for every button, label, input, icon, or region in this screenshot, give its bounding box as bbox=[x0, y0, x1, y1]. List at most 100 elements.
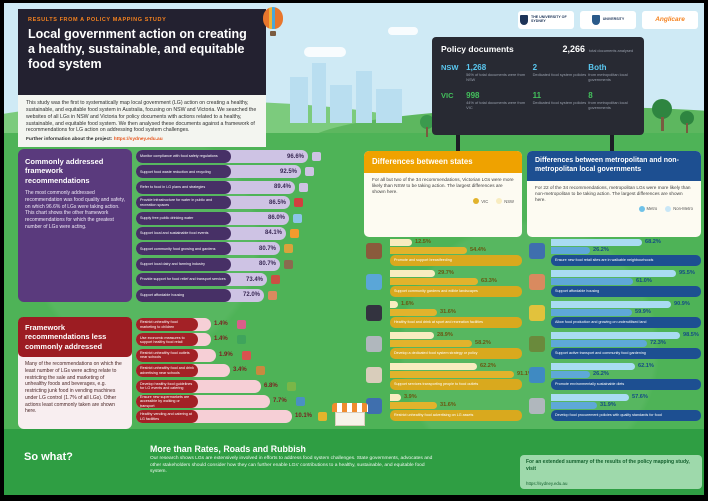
bar-value: 86.5% bbox=[268, 199, 286, 206]
bar-row: 84.1% Support local and sustainable food … bbox=[136, 226, 338, 240]
infographic-canvas: RESULTS FROM A POLICY MAPPING STUDY Loca… bbox=[4, 3, 704, 495]
dedicated-count: 11 bbox=[532, 91, 542, 101]
bar-row: 86.5% Provide infrastructure for water in… bbox=[136, 196, 338, 210]
pair-group: 62.1% 26.2% Promote environmentally sustai… bbox=[527, 363, 701, 391]
pineapple-icon bbox=[284, 244, 293, 254]
bar-label: Provide infrastructure for water in publ… bbox=[136, 196, 231, 210]
extended-summary-text: For an extended summary of the results o… bbox=[526, 459, 690, 472]
bar-label: Refer to food in LG plans and strategies bbox=[136, 180, 231, 194]
water-glass-icon bbox=[293, 213, 302, 223]
bar-value: 96.6% bbox=[286, 153, 304, 160]
board-title: Policy documents bbox=[441, 44, 514, 54]
crest-icon bbox=[520, 15, 528, 25]
pair-label: Develop a dedicated food system strategy… bbox=[390, 348, 522, 359]
pair-group: 28.9% 58.2% Develop a dedicated food syste… bbox=[364, 332, 522, 360]
tree-trunk-decoration bbox=[426, 127, 428, 137]
panel-body: For all but two of the 34 recommendation… bbox=[372, 176, 514, 194]
soccer-ball-icon bbox=[366, 305, 382, 321]
vic-bar-fill bbox=[390, 247, 467, 254]
checklist-icon bbox=[529, 398, 545, 414]
bar-value: 62.1% bbox=[638, 363, 654, 369]
pair-group: 3.9% 31.6% Restrict unhealthy food adverti… bbox=[364, 394, 522, 422]
pair-group: 95.5% 61.0% Support affordable housing bbox=[527, 270, 701, 298]
bar-value: 58.2% bbox=[475, 340, 491, 346]
metro-caption: from metropolitan local governments bbox=[588, 100, 628, 110]
bar-value: 10.1% bbox=[295, 413, 313, 420]
nonmetro-bar-fill bbox=[551, 278, 633, 285]
nsw-bar-fill bbox=[390, 332, 434, 339]
bar-row: 80.7% Support community food growing and … bbox=[136, 242, 338, 256]
bar-row: 96.6% Monitor compliance with food safety… bbox=[136, 150, 338, 163]
bar-row: 73.4% Provide support for food relief and… bbox=[136, 273, 338, 287]
extended-summary-link[interactable]: https://sydney.edu.au bbox=[526, 481, 568, 486]
eyebrow-text: RESULTS FROM A POLICY MAPPING STUDY bbox=[28, 17, 167, 23]
bar-value: 1.6% bbox=[401, 301, 414, 307]
bar-row: 72.0% Support affordable housing bbox=[136, 288, 338, 302]
clipboard-icon bbox=[366, 336, 382, 352]
bar-value: 90.9% bbox=[674, 301, 690, 307]
crest-icon bbox=[591, 15, 600, 25]
bar-value: 73.4% bbox=[245, 276, 263, 283]
nonmetro-bar-fill bbox=[551, 247, 590, 254]
corn-icon bbox=[529, 305, 545, 321]
bar-value: 92.5% bbox=[279, 168, 297, 175]
panel-title: Differences between states bbox=[364, 151, 522, 173]
cloud-decoration bbox=[304, 47, 346, 57]
metro-bar-fill bbox=[551, 363, 635, 370]
money-icon bbox=[237, 335, 246, 345]
bar-row: 92.5% Support food waste reduction and re… bbox=[136, 165, 338, 179]
bar-label: Healthy vending and catering at LG facil… bbox=[136, 410, 198, 424]
dedicated-count: 2 bbox=[532, 63, 538, 72]
house-icon bbox=[529, 274, 545, 290]
legend-label: NSW bbox=[504, 198, 514, 204]
child-icon bbox=[237, 320, 246, 329]
cloud-decoration bbox=[388, 27, 418, 35]
skyline-building-decoration bbox=[290, 77, 308, 123]
certificate-icon bbox=[312, 152, 321, 161]
policy-documents-board: Policy documents 2,266 total documents a… bbox=[432, 37, 644, 135]
nsw-bar-fill bbox=[390, 363, 477, 370]
nonmetro-bar-fill bbox=[551, 402, 597, 409]
tree-trunk-decoration bbox=[686, 123, 688, 133]
bar-value: 28.9% bbox=[437, 332, 453, 338]
pair-group: 90.9% 59.9% Allow food production and grow… bbox=[527, 301, 701, 329]
bar-row: 1.4% Restrict unhealthy food marketing to… bbox=[136, 318, 352, 331]
logo-text: THE UNIVERSITY OF SYDNEY bbox=[531, 15, 567, 23]
bar-value: 6.8% bbox=[264, 382, 278, 389]
nsw-bar-fill bbox=[390, 270, 435, 277]
intro-card: This study was the first to systematical… bbox=[18, 95, 266, 147]
vic-bar-fill bbox=[390, 371, 514, 378]
panel-title: Commonly addressed framework recommendat… bbox=[25, 157, 104, 185]
pair-group: 29.7% 63.3% Support community gardens and … bbox=[364, 270, 522, 298]
docs-caption: 56% of total documents were from NSW bbox=[466, 72, 526, 82]
bar-label: Ensure new supermarkets are accessible b… bbox=[136, 394, 198, 408]
nsw-bar-fill bbox=[390, 239, 412, 246]
metro-legend-dot bbox=[638, 205, 645, 212]
bar-label: Restrict unhealthy food marketing to chi… bbox=[136, 318, 198, 331]
billboard-leg bbox=[610, 133, 614, 151]
legend-label: Metro bbox=[646, 206, 658, 212]
legend-label: Non-Metro bbox=[673, 206, 693, 212]
docs-count: 998 bbox=[466, 91, 480, 101]
nsw-bar-fill bbox=[390, 394, 401, 401]
bar-value: 31.9% bbox=[600, 402, 616, 408]
pair-group: 57.6% 31.9% Develop food procurement polic… bbox=[527, 394, 701, 422]
bar-value: 54.4% bbox=[470, 247, 486, 253]
nsw-bar-fill bbox=[390, 301, 398, 308]
more-info-link[interactable]: https://sydney.edu.au bbox=[113, 137, 163, 143]
document-icon bbox=[299, 182, 308, 192]
less-addressed-chart: 1.4% Restrict unhealthy food marketing to… bbox=[136, 318, 352, 426]
board-row-nsw: NSW 1,268 56% of total documents were fro… bbox=[441, 63, 635, 82]
tree-decoration bbox=[652, 99, 672, 119]
bar-label: Restrict unhealthy food outlets near sch… bbox=[136, 348, 198, 362]
commonly-addressed-panel: Commonly addressed framework recommendat… bbox=[18, 149, 132, 302]
bar-label: Use economic measures to support healthy… bbox=[136, 333, 198, 347]
metro-count: 8 bbox=[588, 91, 593, 101]
bar-label: Support local and sustainable food event… bbox=[136, 226, 231, 240]
skyline-building-decoration bbox=[330, 85, 352, 123]
bar-value: 31.6% bbox=[440, 309, 456, 315]
vic-bar-fill bbox=[390, 340, 472, 347]
pair-group: 98.5% 72.3% Support active transport and c… bbox=[527, 332, 701, 360]
bar-value: 29.7% bbox=[438, 270, 454, 276]
